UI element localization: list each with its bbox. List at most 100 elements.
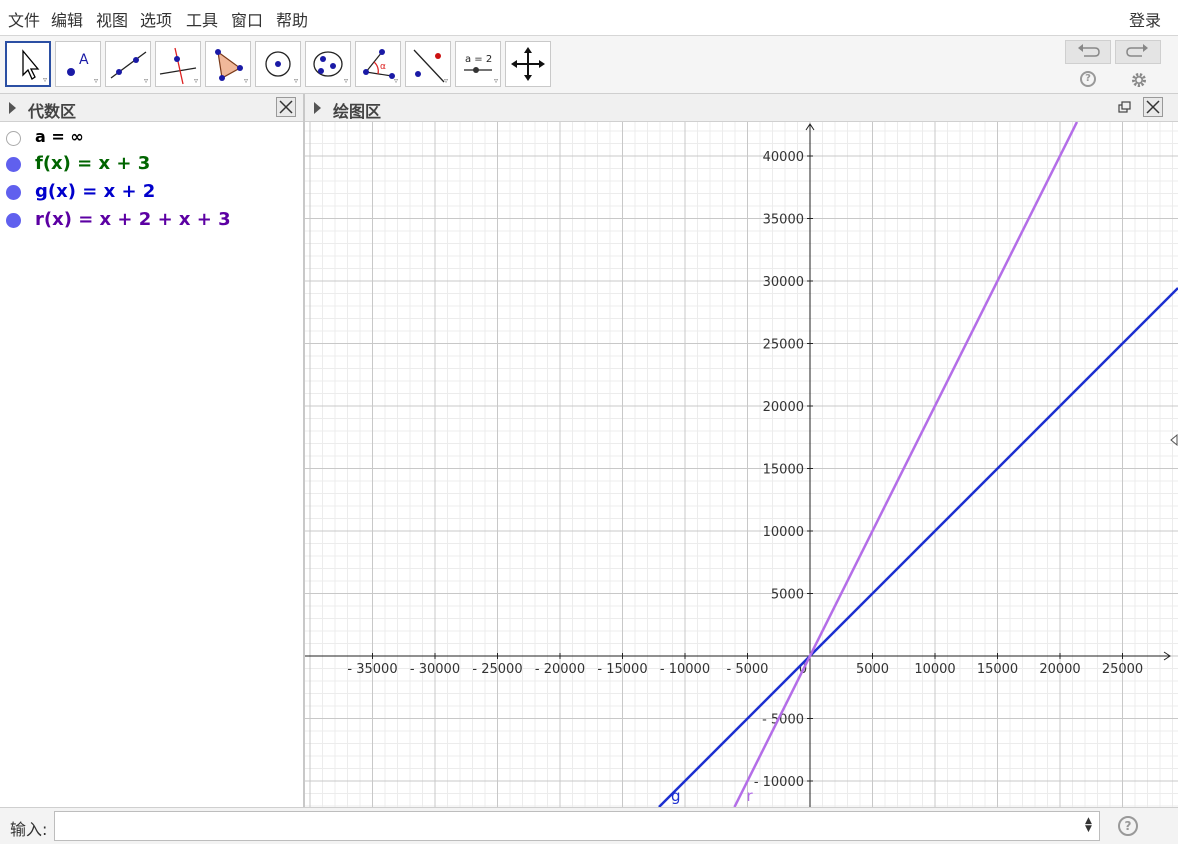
menu-file[interactable]: 文件 bbox=[8, 11, 41, 30]
close-algebra-button[interactable] bbox=[276, 97, 296, 117]
x-tick-label: - 10000 bbox=[660, 662, 710, 677]
graphics-view[interactable]: 绘图区 - 35000- 30000- 25000- 20000- 15000-… bbox=[305, 94, 1178, 807]
command-input[interactable] bbox=[54, 811, 1100, 841]
close-icon bbox=[1146, 100, 1160, 114]
visibility-toggle[interactable] bbox=[6, 131, 21, 146]
polygon-tool-button[interactable]: ▿ bbox=[205, 41, 251, 87]
move-arrows-icon bbox=[511, 47, 545, 81]
graphics-header: 绘图区 bbox=[305, 94, 1178, 122]
visibility-toggle[interactable] bbox=[6, 185, 21, 200]
algebra-title: 代数区 bbox=[28, 102, 77, 121]
x-tick-label: - 15000 bbox=[597, 662, 647, 677]
svg-text:A: A bbox=[79, 52, 89, 68]
curve-label-g: g bbox=[671, 787, 681, 805]
menu-options[interactable]: 选项 bbox=[140, 11, 173, 30]
input-help-icon[interactable]: ? bbox=[1118, 816, 1138, 836]
algebra-row-r[interactable]: r(x) = x + 2 + x + 3 bbox=[0, 207, 303, 233]
redo-button[interactable] bbox=[1115, 40, 1161, 64]
algebra-row-g[interactable]: g(x) = x + 2 bbox=[0, 179, 303, 205]
graphics-title: 绘图区 bbox=[333, 102, 382, 121]
conic-tool-button[interactable]: ▿ bbox=[305, 41, 351, 87]
svg-text:a = 2: a = 2 bbox=[465, 54, 492, 65]
x-tick-label: - 5000 bbox=[727, 662, 769, 677]
x-tick-label: - 30000 bbox=[410, 662, 460, 677]
minor-grid bbox=[305, 122, 1178, 807]
algebra-item-text: g(x) = x + 2 bbox=[35, 181, 156, 202]
undo-icon bbox=[1078, 44, 1100, 57]
slider-icon: a = 2 bbox=[464, 54, 492, 73]
x-tick-label: 20000 bbox=[1039, 662, 1080, 677]
y-tick-label: - 5000 bbox=[762, 713, 804, 728]
x-tick-label: 25000 bbox=[1102, 662, 1143, 677]
close-icon bbox=[279, 100, 293, 114]
collapse-arrow-icon[interactable] bbox=[314, 102, 321, 114]
circle-with-center-icon bbox=[265, 51, 291, 77]
undock-icon[interactable] bbox=[1118, 101, 1132, 115]
angle-tool-button[interactable]: α ▿ bbox=[355, 41, 401, 87]
collapse-arrow-icon[interactable] bbox=[9, 102, 16, 114]
visibility-toggle[interactable] bbox=[6, 213, 21, 228]
y-tick-label: - 10000 bbox=[754, 775, 804, 790]
svg-text:α: α bbox=[380, 62, 386, 72]
visibility-toggle[interactable] bbox=[6, 157, 21, 172]
panel-divider[interactable] bbox=[303, 94, 305, 807]
gear-icon[interactable] bbox=[1130, 71, 1148, 89]
point-icon: A bbox=[67, 52, 89, 76]
algebra-row-a[interactable]: a = ∞ bbox=[0, 125, 303, 151]
login-button[interactable]: 登录 bbox=[1128, 11, 1161, 30]
coordinate-plane[interactable]: - 35000 - 30000 - 25000 - 20000 - 15000 - 100… bbox=[305, 122, 1178, 807]
undo-button[interactable] bbox=[1065, 40, 1111, 64]
y-tick-labels: 40000 35000 30000 25000 20000 15000 10000 5000 -… bbox=[754, 150, 813, 790]
point-tool-button[interactable]: A ▿ bbox=[55, 41, 101, 87]
y-tick-label: 10000 bbox=[763, 525, 804, 540]
input-bar: 输入: ▲ ▼ ? bbox=[0, 807, 1178, 844]
algebra-item-text: a = ∞ bbox=[35, 127, 84, 146]
slider-tool-button[interactable]: a = 2 ▿ bbox=[455, 41, 501, 87]
y-tick-label: 5000 bbox=[771, 588, 804, 603]
menu-edit[interactable]: 编辑 bbox=[51, 11, 84, 30]
algebra-view: 代数区 a = ∞ f(x) = x + 3 g(x) = x + 2 r(x)… bbox=[0, 94, 303, 807]
expand-side-panel-icon[interactable] bbox=[1169, 434, 1178, 446]
x-tick-label: - 35000 bbox=[347, 662, 397, 677]
y-tick-label: 20000 bbox=[763, 400, 804, 415]
line-through-points-icon bbox=[110, 51, 147, 79]
polygon-icon bbox=[215, 49, 243, 81]
x-tick-label: - 25000 bbox=[472, 662, 522, 677]
y-tick-label: 15000 bbox=[763, 463, 804, 478]
graph-g bbox=[658, 287, 1178, 807]
input-history-arrows-icon[interactable]: ▲ ▼ bbox=[1085, 816, 1092, 834]
y-axis-arrow bbox=[805, 123, 815, 131]
x-axis-arrow bbox=[1163, 651, 1171, 661]
menu-window[interactable]: 窗口 bbox=[231, 11, 264, 30]
reflect-about-line-icon bbox=[413, 49, 445, 83]
x-tick-label: 15000 bbox=[977, 662, 1018, 677]
ellipse-icon bbox=[313, 51, 343, 77]
move-tool-button[interactable]: ▿ bbox=[5, 41, 51, 87]
line-tool-button[interactable]: ▿ bbox=[105, 41, 151, 87]
toolbar: ▿ A ▿ ▿ ▿ ▿ ▿ bbox=[0, 36, 1178, 94]
close-graphics-button[interactable] bbox=[1143, 97, 1163, 117]
menu-tools[interactable]: 工具 bbox=[186, 11, 219, 30]
menu-bar: 文件 编辑 视图 选项 工具 窗口 帮助 登录 bbox=[0, 0, 1178, 36]
curve-label-r: r bbox=[746, 787, 753, 805]
y-tick-label: 25000 bbox=[763, 338, 804, 353]
algebra-item-text: f(x) = x + 3 bbox=[35, 153, 151, 174]
help-icon[interactable]: ? bbox=[1080, 71, 1096, 87]
angle-icon: α bbox=[363, 49, 395, 79]
algebra-item-text: r(x) = x + 2 + x + 3 bbox=[35, 209, 231, 230]
function-graphs[interactable] bbox=[658, 122, 1178, 807]
x-tick-label: 5000 bbox=[856, 662, 889, 677]
x-tick-labels: - 35000 - 30000 - 25000 - 20000 - 15000 - 100… bbox=[347, 653, 1143, 677]
perpendicular-line-icon bbox=[159, 47, 197, 85]
menu-help[interactable]: 帮助 bbox=[276, 11, 309, 30]
circle-tool-button[interactable]: ▿ bbox=[255, 41, 301, 87]
y-tick-label: 30000 bbox=[763, 275, 804, 290]
input-label: 输入: bbox=[10, 820, 48, 839]
menu-view[interactable]: 视图 bbox=[96, 11, 129, 30]
graph-r bbox=[733, 122, 1079, 807]
perpendicular-line-tool-button[interactable]: ▿ bbox=[155, 41, 201, 87]
move-graphics-view-tool-button[interactable] bbox=[505, 41, 551, 87]
algebra-row-f[interactable]: f(x) = x + 3 bbox=[0, 151, 303, 177]
reflect-tool-button[interactable]: ▿ bbox=[405, 41, 451, 87]
